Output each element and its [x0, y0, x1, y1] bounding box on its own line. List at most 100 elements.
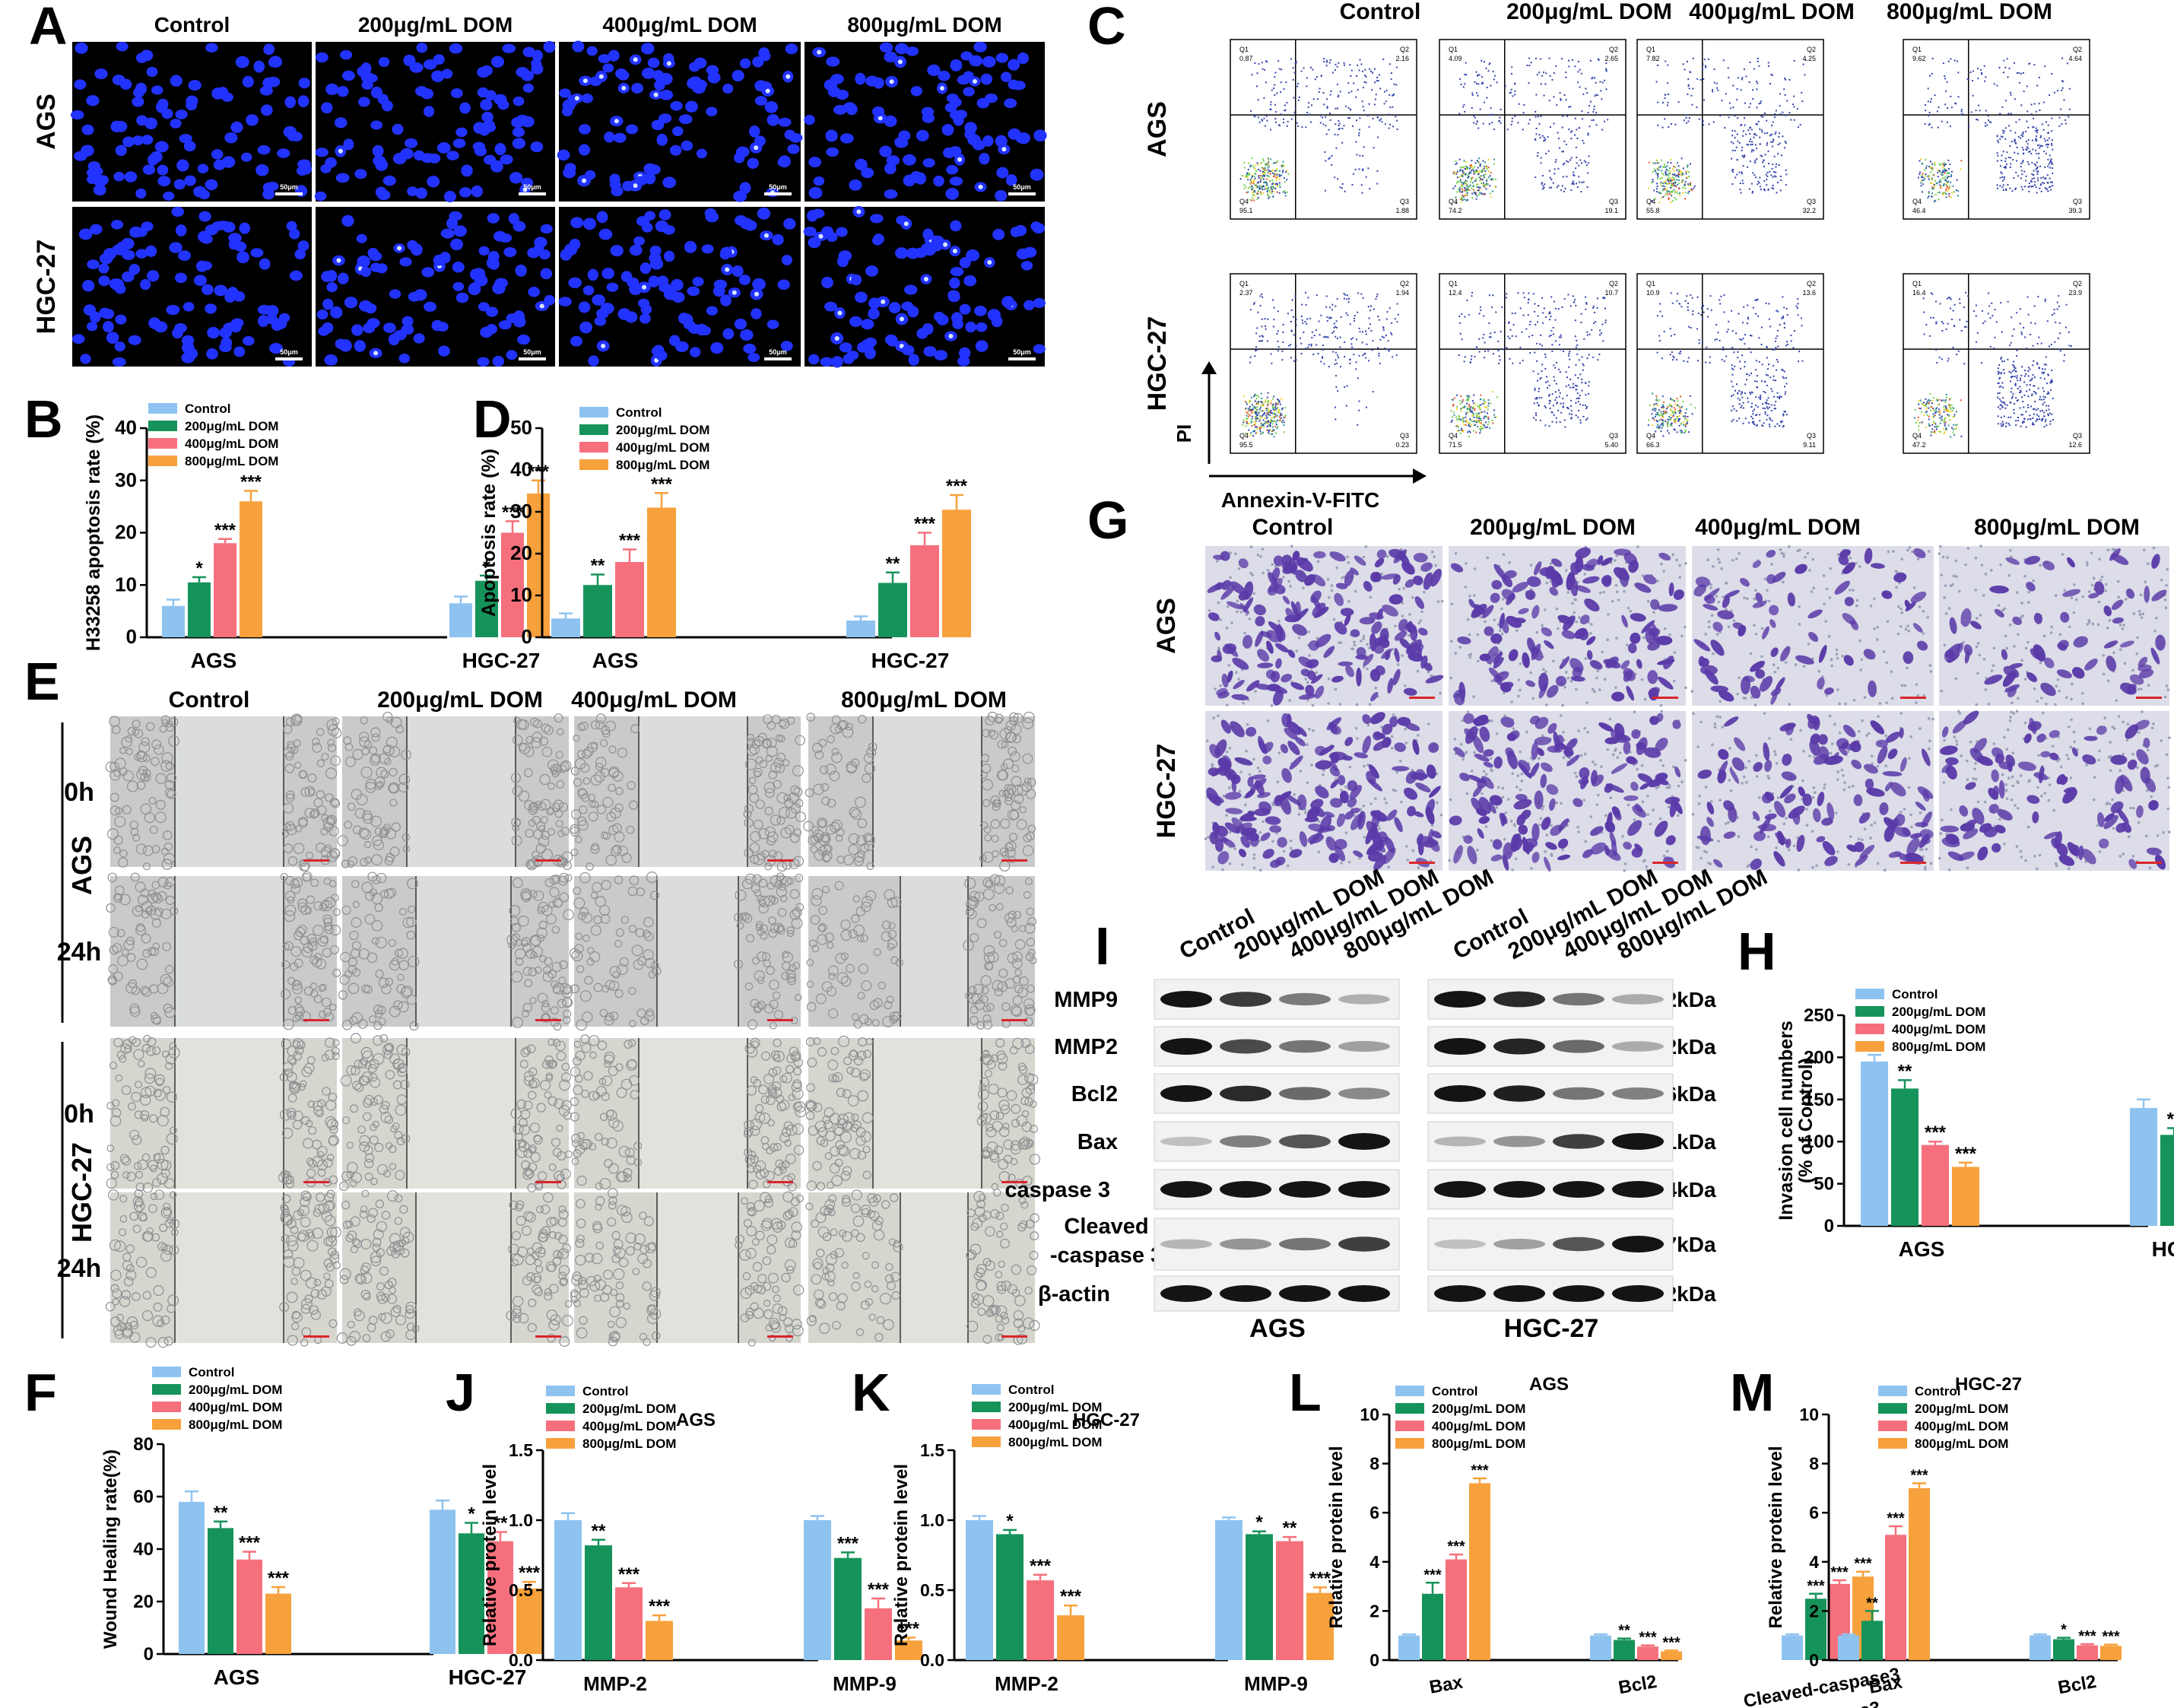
event-dot	[1555, 340, 1557, 342]
event-dot	[1468, 399, 1470, 402]
nucleus	[922, 113, 935, 123]
event-dot	[1747, 401, 1750, 403]
event-dot	[1324, 189, 1326, 192]
event-dot	[2023, 406, 2025, 408]
nucleus	[651, 119, 665, 131]
event-dot	[1563, 94, 1566, 96]
event-dot	[1932, 408, 1934, 410]
event-dot	[1515, 335, 1517, 338]
event-dot	[1248, 401, 1250, 403]
event-dot	[1558, 344, 1560, 346]
nucleus	[934, 350, 948, 360]
nucleus	[186, 100, 198, 111]
event-dot	[1273, 173, 1275, 175]
nucleus	[170, 119, 182, 129]
event-dot	[1575, 364, 1577, 366]
event-dot	[2014, 375, 2016, 377]
event-dot	[1783, 370, 1785, 373]
event-dot	[1774, 113, 1776, 115]
event-dot	[1960, 160, 1963, 162]
event-dot	[1336, 362, 1338, 364]
event-dot	[1663, 163, 1665, 166]
event-dot	[1987, 313, 1989, 315]
event-dot	[1276, 191, 1278, 193]
event-dot	[1249, 309, 1252, 311]
event-dot	[1677, 101, 1680, 103]
nucleus	[615, 68, 627, 79]
event-dot	[1536, 342, 1538, 344]
event-dot	[1338, 124, 1340, 126]
event-dot	[1488, 294, 1490, 297]
event-dot	[1655, 430, 1657, 433]
event-dot	[1677, 165, 1680, 167]
event-dot	[1937, 192, 1939, 194]
event-dot	[1522, 360, 1524, 362]
event-dot	[2020, 72, 2022, 75]
event-dot	[2046, 143, 2049, 145]
event-dot	[1549, 400, 1551, 402]
event-dot	[1392, 106, 1394, 108]
event-dot	[1568, 106, 1570, 108]
event-dot	[1728, 320, 1730, 322]
event-dot	[1463, 421, 1465, 423]
event-dot	[1775, 171, 1777, 173]
nucleus	[512, 138, 525, 149]
event-dot	[2057, 337, 2059, 339]
nucleus	[825, 129, 838, 142]
event-dot	[1274, 118, 1277, 120]
nucleus	[739, 217, 753, 230]
event-dot	[1926, 411, 1928, 413]
event-dot	[1937, 171, 1939, 173]
nucleus	[71, 334, 85, 344]
event-dot	[1266, 191, 1268, 193]
event-dot	[1337, 134, 1339, 136]
event-dot	[1262, 410, 1265, 412]
event-dot	[2039, 147, 2041, 149]
event-dot	[1585, 382, 1587, 384]
event-dot	[1687, 176, 1689, 179]
event-dot	[1468, 435, 1470, 437]
event-dot	[1254, 411, 1256, 414]
event-dot	[1651, 200, 1653, 202]
event-dot	[1473, 416, 1475, 418]
event-dot	[1779, 142, 1781, 144]
event-dot	[1719, 115, 1722, 117]
event-dot	[1751, 190, 1753, 192]
event-dot	[1760, 154, 1762, 157]
event-dot	[1518, 103, 1520, 105]
event-dot	[2002, 184, 2004, 186]
event-dot	[1316, 344, 1318, 346]
nucleus	[431, 70, 445, 83]
event-dot	[2033, 170, 2035, 172]
scale-bar	[519, 357, 546, 360]
event-dot	[1710, 310, 1712, 312]
event-dot	[1544, 138, 1547, 141]
event-dot	[2035, 149, 2037, 151]
event-dot	[1658, 427, 1660, 430]
event-dot	[1939, 179, 1941, 181]
event-dot	[1307, 106, 1309, 109]
event-dot	[1701, 318, 1703, 320]
nucleus	[933, 175, 944, 187]
event-dot	[1548, 393, 1550, 395]
event-dot	[1487, 402, 1490, 405]
event-dot	[1782, 424, 1785, 427]
event-dot	[1561, 58, 1563, 60]
event-dot	[2000, 373, 2002, 375]
event-dot	[1528, 335, 1530, 338]
event-dot	[1586, 417, 1588, 420]
event-dot	[1534, 389, 1536, 392]
event-dot	[1588, 105, 1591, 107]
event-dot	[1965, 325, 1967, 328]
event-dot	[1562, 176, 1564, 178]
nucleus	[477, 357, 490, 367]
event-dot	[1691, 189, 1693, 192]
nucleus	[613, 132, 627, 143]
event-dot	[1928, 75, 1931, 77]
nucleus	[908, 354, 919, 367]
event-dot	[1578, 359, 1580, 361]
event-dot	[1461, 430, 1464, 433]
event-dot	[1781, 420, 1783, 422]
event-dot	[1579, 181, 1581, 183]
event-dot	[1782, 111, 1784, 113]
